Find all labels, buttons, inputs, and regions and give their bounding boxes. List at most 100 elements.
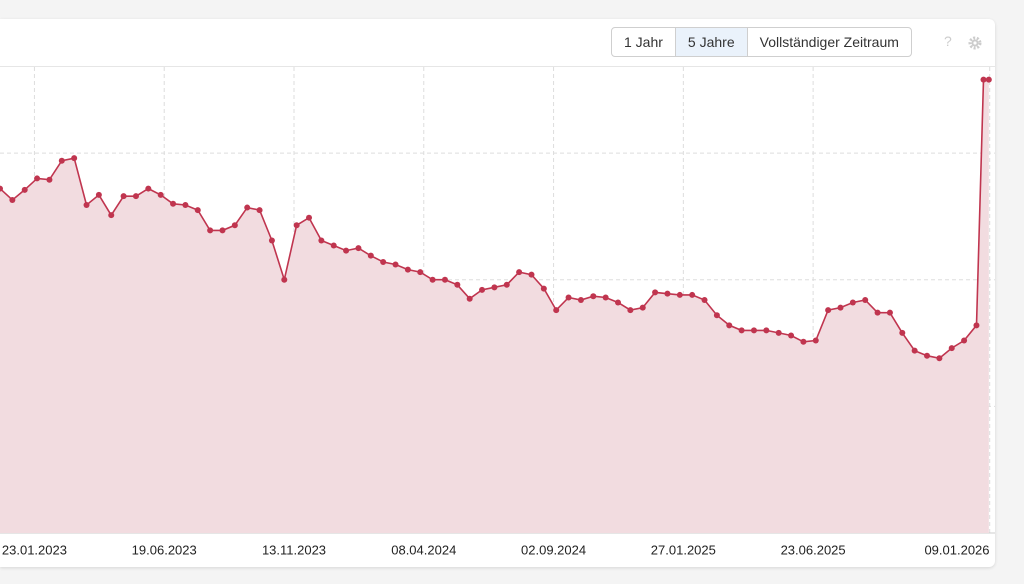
marker [108, 212, 115, 219]
marker [355, 245, 362, 252]
range-button[interactable]: Vollständiger Zeitraum [746, 28, 911, 56]
marker [182, 202, 189, 209]
marker [664, 290, 671, 297]
marker [701, 297, 708, 303]
marker [145, 185, 152, 192]
marker [615, 299, 622, 306]
marker [157, 191, 164, 198]
marker [980, 76, 987, 83]
range-button[interactable]: 5 Jahre [674, 28, 747, 56]
marker [602, 294, 609, 301]
marker [170, 200, 177, 207]
marker [565, 294, 572, 301]
marker [503, 281, 510, 288]
x-tick-label: 08.04.2024 [391, 542, 456, 557]
settings-icon[interactable] [967, 35, 983, 51]
marker [71, 155, 78, 162]
marker [924, 352, 931, 359]
help-icon[interactable]: ? [944, 33, 952, 49]
marker [21, 186, 28, 193]
marker [429, 276, 436, 283]
marker [392, 261, 399, 268]
x-tick-label: 09.01.2026 [924, 542, 989, 557]
chart-header: 1 Jahr 5 Jahre Vollständiger Zeitraum ? [0, 19, 995, 67]
marker [0, 185, 3, 192]
line [0, 78, 989, 360]
marker [528, 271, 535, 278]
marker [849, 299, 856, 306]
marker [788, 332, 795, 339]
marker [652, 289, 659, 296]
x-tick-label: 19.06.2023 [132, 542, 197, 557]
marker [689, 291, 696, 298]
marker [775, 329, 782, 336]
marker [231, 222, 238, 229]
marker [34, 175, 41, 182]
marker [293, 222, 300, 229]
marker [577, 297, 584, 303]
marker [268, 237, 275, 244]
marker [590, 293, 597, 300]
marker [380, 259, 387, 266]
marker [491, 284, 498, 291]
marker [367, 252, 374, 259]
marker [9, 196, 16, 203]
marker [58, 157, 65, 164]
marker [837, 304, 844, 311]
marker [516, 269, 523, 276]
marker [132, 193, 139, 200]
marker [281, 276, 288, 283]
marker [46, 176, 53, 183]
marker [540, 285, 547, 292]
marker [83, 202, 90, 209]
marker [219, 227, 226, 234]
marker [553, 307, 560, 314]
range-button[interactable]: 1 Jahr [624, 34, 663, 50]
marker [330, 242, 337, 249]
marker [306, 214, 313, 221]
marker [911, 347, 918, 354]
x-tick-label: 23.01.2023 [2, 542, 67, 557]
marker [713, 312, 720, 319]
marker [479, 286, 486, 293]
marker [726, 322, 733, 329]
marker [244, 204, 251, 211]
marker [825, 307, 832, 314]
marker [194, 207, 201, 214]
marker [454, 281, 461, 288]
marker [948, 345, 955, 352]
marker [256, 207, 263, 214]
marker [899, 329, 906, 336]
marker [763, 327, 770, 334]
marker [738, 327, 745, 334]
marker [961, 337, 968, 344]
marker [95, 191, 102, 198]
x-tick-label: 27.01.2025 [651, 542, 716, 557]
marker [676, 291, 683, 298]
marker [973, 322, 980, 329]
area [0, 79, 989, 533]
x-tick-label: 23.06.2025 [781, 542, 846, 557]
marker [343, 247, 350, 254]
marker [207, 227, 214, 234]
x-tick-label: 13.11.2023 [262, 542, 326, 557]
marker [750, 327, 757, 334]
range-buttons: 1 Jahr 5 Jahre Vollständiger Zeitraum [611, 27, 912, 57]
marker [627, 307, 634, 314]
marker [886, 309, 893, 316]
marker [862, 297, 869, 303]
marker [639, 304, 646, 311]
marker [874, 309, 881, 316]
marker [800, 338, 807, 345]
marker [318, 237, 325, 244]
marker [936, 355, 943, 362]
marker [812, 337, 819, 344]
marker [441, 276, 448, 283]
marker [466, 295, 473, 302]
marker [985, 76, 992, 83]
x-tick-label: 02.09.2024 [521, 542, 586, 557]
marker [417, 269, 424, 276]
marker [120, 193, 127, 200]
